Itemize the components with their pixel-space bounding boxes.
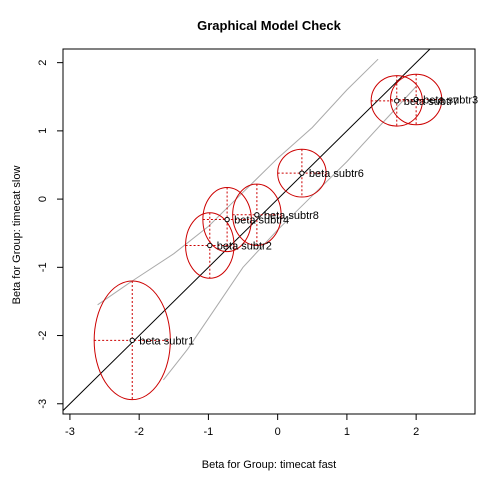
y-tick-label--2: -2 xyxy=(37,331,49,341)
point-label-2: beta subtr2 xyxy=(217,240,272,252)
chart-title: Graphical Model Check xyxy=(197,18,342,33)
x-axis: -3 -2 -1 0 1 2 xyxy=(65,414,419,438)
x-tick-label--1: -1 xyxy=(204,426,214,438)
x-tick-label--3: -3 xyxy=(65,426,75,438)
point-4 xyxy=(254,212,260,218)
y-tick-label-0: 0 xyxy=(37,196,49,202)
point-label-5: beta subtr6 xyxy=(309,168,364,180)
y-tick-label--3: -3 xyxy=(37,399,49,409)
x-tick-label--2: -2 xyxy=(134,426,144,438)
y-axis-label: Beta for Group: timecat slow xyxy=(11,166,23,305)
band-upper-line xyxy=(97,58,379,306)
identity-line xyxy=(63,49,431,411)
plot-frame xyxy=(62,48,476,415)
y-axis: -3 -2 -1 0 1 2 xyxy=(37,60,63,409)
band-lower-line xyxy=(163,86,417,381)
x-tick-label-0: 0 xyxy=(275,426,281,438)
point-label-3: beta subtr4 xyxy=(234,215,289,227)
identity-line-layer xyxy=(63,49,431,411)
point-label-1: beta subtr1 xyxy=(139,335,194,347)
y-tick-label-2: 2 xyxy=(37,60,49,66)
point-layer xyxy=(129,96,419,344)
x-tick-label-2: 2 xyxy=(413,426,419,438)
point-2 xyxy=(207,242,213,249)
ellipse-layer xyxy=(93,73,443,401)
point-3 xyxy=(224,216,230,223)
point-7 xyxy=(413,96,419,103)
point-6 xyxy=(394,98,400,104)
point-label-7: beta subtr3 xyxy=(423,94,478,106)
point-1 xyxy=(129,337,135,344)
point-label-4: beta subtr8 xyxy=(264,210,319,222)
x-axis-label: Beta for Group: timecat fast xyxy=(202,459,337,471)
point-label-6: beta subtr7 xyxy=(404,96,459,108)
y-tick-label--1: -1 xyxy=(37,262,49,272)
y-tick-label-1: 1 xyxy=(37,128,49,134)
point-5 xyxy=(299,170,305,176)
x-tick-label-1: 1 xyxy=(344,426,350,438)
